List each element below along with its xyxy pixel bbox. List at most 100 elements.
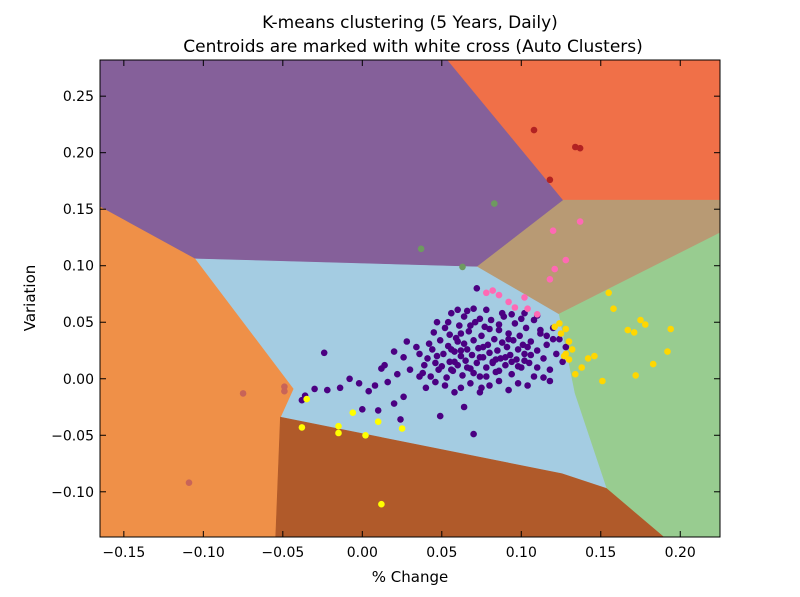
data-point-cluster-7 [239,390,247,397]
data-point-cluster-2 [562,325,570,333]
data-point-cluster-1 [451,358,458,366]
data-point-cluster-1 [427,373,435,380]
data-point-cluster-1 [394,370,401,378]
data-point-cluster-1 [516,332,523,340]
data-point-cluster-1 [400,354,407,361]
data-point-cluster-1 [476,354,484,361]
y-tick-label: −0.05 [51,428,94,444]
data-point-cluster-1 [459,372,466,379]
data-point-cluster-1 [384,378,392,386]
data-point-cluster-4 [576,218,584,225]
x-tick-label: 0.20 [665,545,696,561]
data-point-cluster-1 [460,340,468,348]
data-point-cluster-2 [624,326,632,334]
data-point-cluster-1 [320,349,328,357]
data-point-cluster-1 [470,430,477,438]
data-point-cluster-2 [578,364,585,371]
data-point-cluster-2 [667,325,674,333]
data-point-cluster-1 [479,343,487,351]
data-point-cluster-2 [551,323,558,331]
data-point-cluster-1 [498,339,506,346]
data-point-cluster-1 [524,382,531,389]
data-point-cluster-1 [553,350,560,358]
data-point-cluster-1 [556,335,563,343]
data-point-cluster-6 [417,245,425,253]
data-point-cluster-1 [429,346,436,353]
data-point-cluster-1 [495,321,503,328]
data-point-cluster-3 [398,425,406,432]
data-point-cluster-1 [518,315,525,323]
data-point-cluster-1 [494,347,501,354]
data-point-cluster-1 [406,366,414,374]
data-point-cluster-1 [454,338,462,345]
data-point-cluster-2 [557,330,565,337]
chart-title: K-means clustering (5 Years, Daily) [262,13,558,33]
data-point-cluster-3 [298,424,306,431]
data-point-cluster-5 [546,176,554,184]
data-point-cluster-4 [562,256,570,264]
data-point-cluster-1 [413,343,420,351]
data-point-cluster-1 [498,309,506,317]
data-point-cluster-1 [403,338,411,345]
data-point-cluster-1 [365,387,373,395]
plot-frame [99,59,721,538]
y-tick-label: 0.15 [63,202,94,218]
data-point-cluster-2 [642,321,649,328]
data-point-cluster-4 [521,294,528,301]
data-point-cluster-1 [433,352,441,360]
data-point-cluster-4 [551,265,558,273]
data-point-cluster-1 [467,322,474,329]
data-point-cluster-1 [448,346,455,353]
data-point-cluster-5 [576,144,584,152]
data-point-cluster-1 [311,385,318,393]
data-point-cluster-1 [471,318,479,326]
data-point-cluster-1 [390,400,398,407]
data-point-cluster-1 [559,358,566,366]
x-axis: −0.15 −0.10 −0.05 0.00 0.05 0.10 0.15 0.20 [102,60,696,561]
data-point-cluster-1 [446,331,454,339]
data-point-cluster-1 [486,382,493,389]
data-point-cluster-1 [441,324,449,332]
data-point-cluster-1 [470,337,477,344]
cluster-region-2 [447,60,720,201]
data-point-cluster-2 [649,360,657,368]
data-point-cluster-3 [335,429,342,437]
data-point-cluster-1 [381,361,388,369]
data-point-cluster-1 [527,351,535,359]
data-point-cluster-4 [489,287,497,294]
data-point-cluster-1 [492,356,500,363]
data-point-cluster-1 [540,374,547,381]
data-point-cluster-1 [486,349,493,357]
x-tick-label: −0.15 [102,545,145,561]
data-point-cluster-1 [460,313,468,320]
data-point-cluster-4 [546,276,554,283]
data-point-cluster-2 [610,305,617,313]
data-point-cluster-1 [533,364,541,371]
data-point-cluster-2 [568,346,576,353]
data-point-cluster-1 [473,359,481,367]
data-point-cluster-2 [632,372,639,379]
data-point-cluster-1 [527,338,535,345]
data-point-cluster-1 [416,350,423,358]
decision-regions [100,60,720,537]
data-point-cluster-1 [502,361,509,369]
data-point-cluster-1 [530,373,538,380]
data-point-cluster-1 [457,384,465,392]
data-point-cluster-1 [456,322,463,329]
data-point-cluster-1 [495,326,503,334]
data-point-cluster-1 [371,382,379,389]
data-point-cluster-2 [599,377,606,385]
data-point-cluster-1 [465,328,473,335]
x-tick-label: −0.05 [261,545,304,561]
data-point-cluster-5 [530,126,538,134]
data-point-cluster-1 [478,332,485,340]
data-point-cluster-1 [543,341,550,349]
data-point-cluster-1 [508,311,515,318]
data-point-cluster-1 [495,377,503,385]
data-point-cluster-1 [524,343,531,351]
data-point-cluster-1 [444,318,452,326]
data-point-cluster-2 [630,329,638,336]
y-tick-label: 0.25 [63,89,94,105]
data-point-cluster-1 [451,389,458,396]
data-point-cluster-1 [476,315,484,323]
